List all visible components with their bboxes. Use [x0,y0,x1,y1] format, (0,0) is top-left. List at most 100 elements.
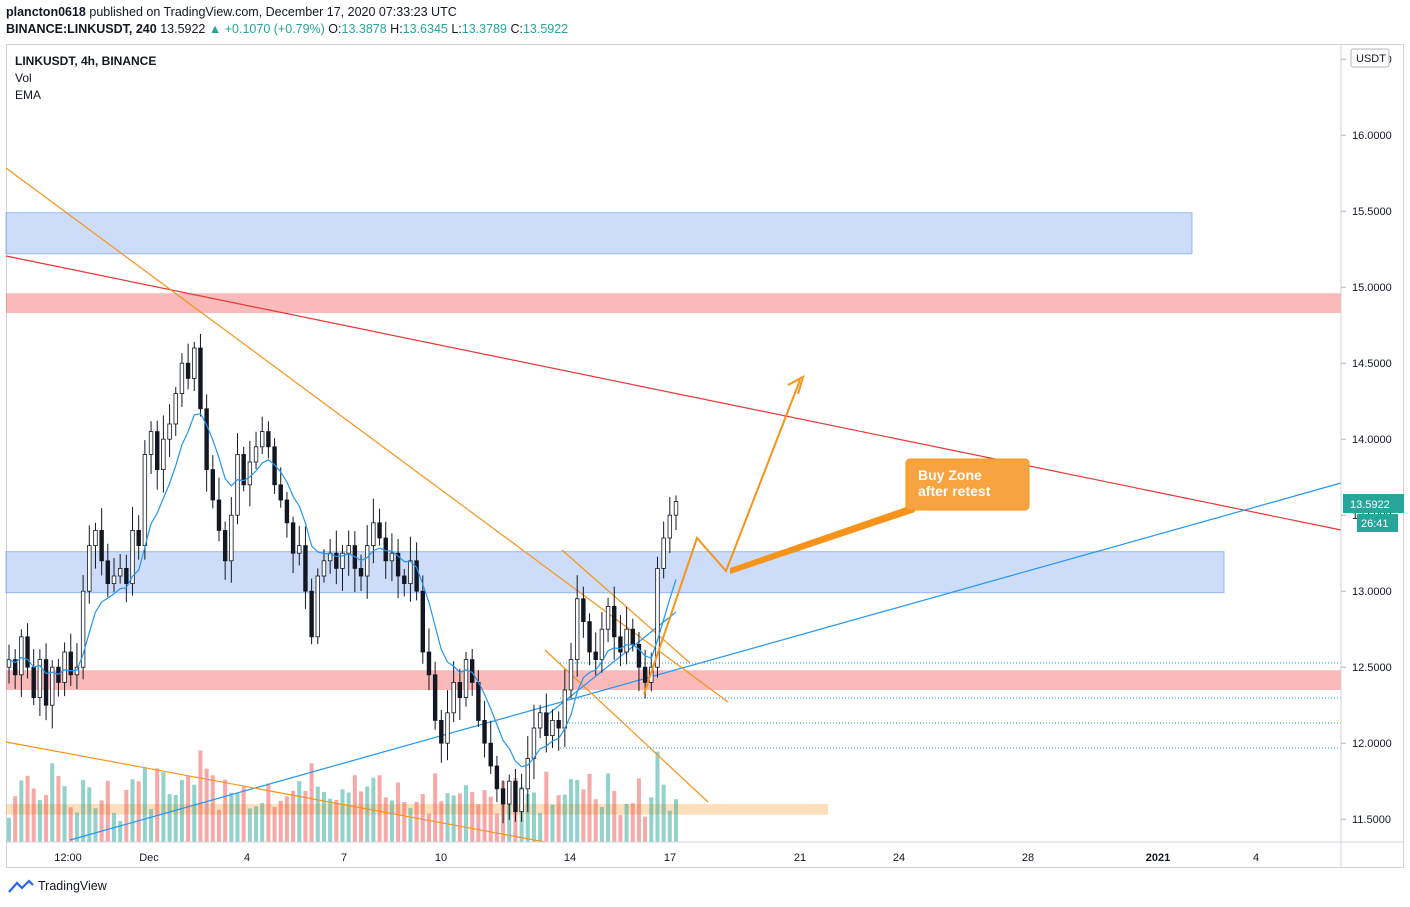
candle-body [321,560,327,577]
candle-body [587,621,592,653]
legend-title[interactable]: LINKUSDT, 4h, BINANCE [15,54,157,68]
candle-body [642,666,648,683]
candle-body [476,682,481,721]
candle-body [222,530,228,562]
candle-body [278,484,283,501]
candle-body [192,347,197,379]
time-axis: 12:00 Dec 4 7 10 14 17 21 24 28 2021 4 [54,852,1259,864]
projection-path [643,374,915,695]
open-label: O: [328,22,342,36]
volume-bar [56,775,61,842]
candle-body [519,788,524,812]
volume-bar [241,786,246,842]
volume-bar [630,803,635,842]
candle-body [290,522,296,554]
time-tick-label: 10 [435,852,447,864]
candle-body [630,628,635,645]
volume-bar [223,779,228,842]
candle-body [50,666,55,706]
ema-line [8,413,677,768]
volume-bar [562,794,567,842]
candle-body [445,712,450,744]
volume-bar [284,796,289,842]
candle-body [414,560,419,592]
candle-body [25,636,30,668]
volume-bar [544,771,549,842]
open-value: 13.3878 [341,22,387,36]
volume-bar [315,786,320,842]
volume-bar [389,800,394,842]
candle-body [661,537,666,569]
candle-body [612,606,617,638]
volume-bar [247,808,252,842]
candle-body [130,530,135,585]
candle-body [599,628,605,661]
volume-bar [210,775,215,842]
volume-bar [531,792,536,842]
volume-bar [68,807,73,842]
volume-bar [25,775,30,842]
footer-brand[interactable]: TradingView [8,879,107,893]
volume-bar [445,793,450,842]
volume-bar [674,799,678,842]
candle-body [19,636,24,676]
volume-bar [494,813,499,842]
candle-body [457,682,463,699]
legend-volume[interactable]: Vol [15,71,32,85]
volume-bar [309,763,314,842]
time-tick-label: 21 [794,852,806,864]
volume-bar [62,786,67,842]
candle-body [99,530,104,562]
candle-body [167,423,172,440]
time-tick-label: 4 [244,852,250,864]
zone-red [6,293,1341,314]
candle-body [31,666,36,699]
candle-body [346,545,351,554]
candle-body [655,568,660,668]
candle-body [395,552,401,577]
candle-body [568,659,574,691]
tradingview-logo-icon [8,879,34,893]
legend-ema[interactable]: EMA [15,88,42,102]
volume-bar [19,780,24,842]
author-name[interactable]: plancton0618 [6,5,86,19]
support-resistance-zones [5,212,1341,815]
price-tick-label: 12.0000 [1352,738,1392,750]
candle-body [74,666,80,676]
candle-body [179,362,185,395]
time-tick-label: 17 [664,852,676,864]
price-tick-label: 11.5000 [1352,814,1391,826]
price-tick-label: 13.0000 [1352,586,1392,598]
candle-body [241,453,246,486]
candle-body [377,522,382,539]
candle-body [247,461,253,486]
time-tick-label: 14 [564,852,576,864]
volume-bar [606,773,611,842]
time-tick-label: 24 [893,852,905,864]
chart-frame[interactable] [6,44,1404,868]
candle-body [463,659,469,698]
volume-bar [149,809,154,842]
candle-body [358,568,364,577]
volume-bar [142,767,147,842]
orange-channel-upper [561,549,691,664]
volume-bar [291,790,296,842]
dotted-levels [560,662,1341,749]
volume-bar [402,801,407,842]
volume-bar [649,797,654,842]
candle-body [229,514,234,562]
volume-bar [346,792,351,842]
candle-body [593,651,598,660]
candle-body [80,590,86,668]
candle-body [87,545,92,592]
price-tick-label: 15.5000 [1352,206,1392,218]
candle-body [371,522,376,546]
candle-body [68,651,73,676]
volume-bar [655,751,660,842]
up-arrow-icon: ▲ [208,22,222,36]
buy-zone-sublabel: after retest [918,483,991,499]
time-tick-label: 2021 [1146,852,1170,864]
candle-body [507,780,512,805]
volume-bar [167,794,172,842]
